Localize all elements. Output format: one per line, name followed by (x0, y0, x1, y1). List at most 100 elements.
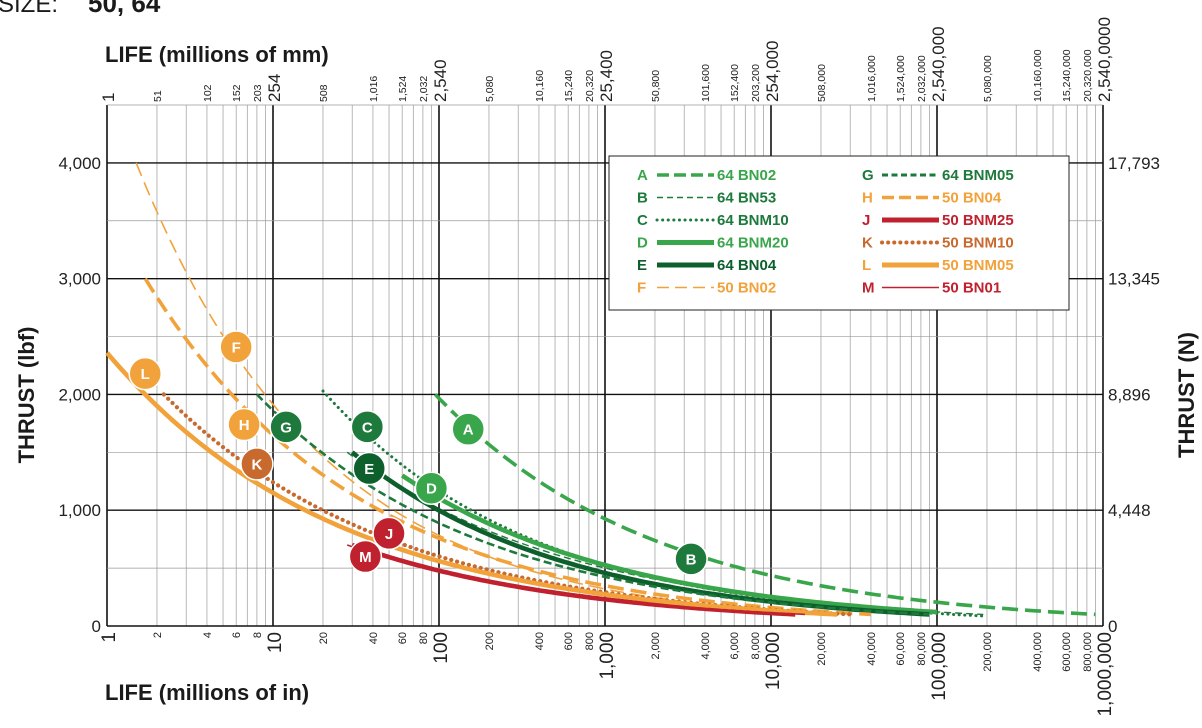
badge-C (350, 410, 385, 444)
top-tick-label-minor: 152,400 (729, 64, 741, 102)
top-tick-label-major: 254 (265, 74, 284, 102)
x-tick-label-minor: 600 (563, 632, 575, 650)
badge-label-B: B (686, 551, 697, 568)
x-tick-label-minor: 4,000 (700, 632, 712, 660)
series-line-M (346, 544, 805, 616)
badge-H (227, 407, 261, 442)
badge-label-E: E (364, 461, 374, 478)
top-tick-label-minor: 5,080,000 (982, 55, 994, 102)
x-tick-label-major: 1,000,000 (1095, 632, 1116, 717)
legend-key-B: B (637, 190, 648, 207)
x-tick-label-minor: 60,000 (895, 632, 907, 666)
top-tick-label-minor: 10,160 (534, 70, 546, 102)
x-tick-label-minor: 400,000 (1032, 632, 1044, 672)
legend-name-L: 50 BNM05 (942, 257, 1014, 274)
top-tick-label-minor: 203,200 (750, 64, 762, 102)
top-tick-label-major: 25,400 (597, 50, 616, 102)
badge-J (372, 516, 406, 551)
legend-key-A: A (637, 167, 648, 184)
badge-label-C: C (362, 419, 373, 436)
top-tick-label-major: 2,540,0000 (1095, 17, 1114, 102)
legend-name-G: 64 BNM05 (942, 167, 1014, 184)
legend-name-C: 64 BNM10 (717, 212, 789, 229)
series-line-G (255, 393, 930, 616)
badge-label-M: M (359, 549, 372, 566)
y-left-tick-label: 2,000 (58, 385, 101, 404)
x-tick-label-minor: 2,000 (650, 632, 662, 660)
badge-label-J: J (385, 526, 393, 543)
top-tick-label-major: 2,540 (431, 59, 450, 102)
top-tick-label-minor: 101,600 (700, 64, 712, 102)
top-tick-label-major: 2,540,000 (929, 26, 948, 102)
x-tick-label-minor: 8 (252, 632, 264, 638)
y-left-tick-label: 4,000 (58, 154, 101, 173)
top-tick-label-major: 1 (99, 93, 118, 102)
y-left-tick-label: 3,000 (58, 270, 101, 289)
badge-label-H: H (239, 417, 250, 434)
badge-label-L: L (141, 366, 150, 383)
legend-name-E: 64 BN04 (717, 257, 777, 274)
legend-name-F: 50 BN02 (717, 280, 776, 297)
top-tick-label-minor: 203 (252, 84, 264, 102)
top-tick-label-minor: 1,016 (368, 76, 380, 102)
legend-key-E: E (637, 257, 647, 274)
curve-badges: A B C D E F G H J K L M (128, 330, 708, 576)
badge-label-A: A (463, 422, 474, 439)
x-tick-label-minor: 4 (202, 632, 214, 638)
top-tick-label-minor: 51 (152, 90, 164, 102)
top-tick-label-minor: 15,240,000 (1061, 49, 1073, 102)
size-value: 50, 64 (88, 0, 161, 18)
y-right-tick-label: 4,448 (1108, 501, 1151, 520)
legend-key-G: G (862, 167, 874, 184)
badge-M (348, 539, 383, 574)
x-tick-label-minor: 80,000 (916, 632, 928, 666)
series-line-A (433, 393, 1096, 617)
x-tick-label-minor: 40 (368, 632, 380, 644)
x-tick-label-minor: 600,000 (1061, 632, 1073, 672)
top-tick-label-minor: 1,016,000 (866, 55, 878, 102)
x-tick-label-minor: 40,000 (866, 632, 878, 666)
badge-label-K: K (251, 456, 262, 473)
size-prefix: SIZE: (0, 0, 58, 18)
badge-label-D: D (426, 481, 437, 498)
x-tick-label-minor: 800 (584, 632, 596, 650)
top-tick-label-minor: 15,240 (563, 70, 575, 102)
x-tick-label-minor: 2 (152, 632, 164, 638)
badge-B (674, 542, 708, 576)
y-right-tick-label: 8,896 (1108, 385, 1151, 404)
top-tick-label-minor: 1,524 (397, 76, 409, 102)
right-axis-title: THRUST (N) (1174, 332, 1199, 458)
top-tick-label-minor: 508,000 (816, 64, 828, 102)
x-tick-label-minor: 800,000 (1082, 632, 1094, 672)
legend-name-H: 50 BN04 (942, 190, 1002, 207)
legend-key-M: M (862, 280, 875, 297)
top-tick-label-minor: 5,080 (484, 76, 496, 102)
badge-K (240, 447, 274, 481)
legend-name-J: 50 BNM25 (942, 212, 1014, 229)
x-tick-label-major: 10,000 (763, 632, 784, 690)
bottom-axis-title: LIFE (millions of in) (105, 680, 309, 705)
x-tick-label-minor: 400 (534, 632, 546, 650)
left-axis-title: THRUST (lbf) (14, 327, 39, 464)
y-right-tick-label: 0 (1108, 617, 1117, 636)
top-tick-label-minor: 152 (231, 84, 243, 102)
x-tick-label-minor: 20 (318, 632, 330, 644)
legend-key-L: L (862, 257, 871, 274)
x-tick-label-major: 10 (265, 632, 286, 653)
legend-name-K: 50 BNM10 (942, 235, 1014, 252)
x-tick-label-major: 100 (431, 632, 452, 664)
legend-key-H: H (862, 190, 873, 207)
legend-key-F: F (637, 280, 646, 297)
x-tick-label-major: 1,000 (597, 632, 618, 680)
top-tick-label-minor: 10,160,000 (1032, 49, 1044, 102)
x-tick-label-minor: 20,000 (816, 632, 828, 666)
legend-key-J: J (862, 212, 870, 229)
legend-name-D: 64 BNM20 (717, 235, 789, 252)
legend-name-A: 64 BN02 (717, 167, 776, 184)
y-right-tick-label: 13,345 (1108, 270, 1160, 289)
series-line-D (400, 473, 938, 615)
badge-L (128, 356, 163, 391)
x-tick-label-minor: 60 (397, 632, 409, 644)
